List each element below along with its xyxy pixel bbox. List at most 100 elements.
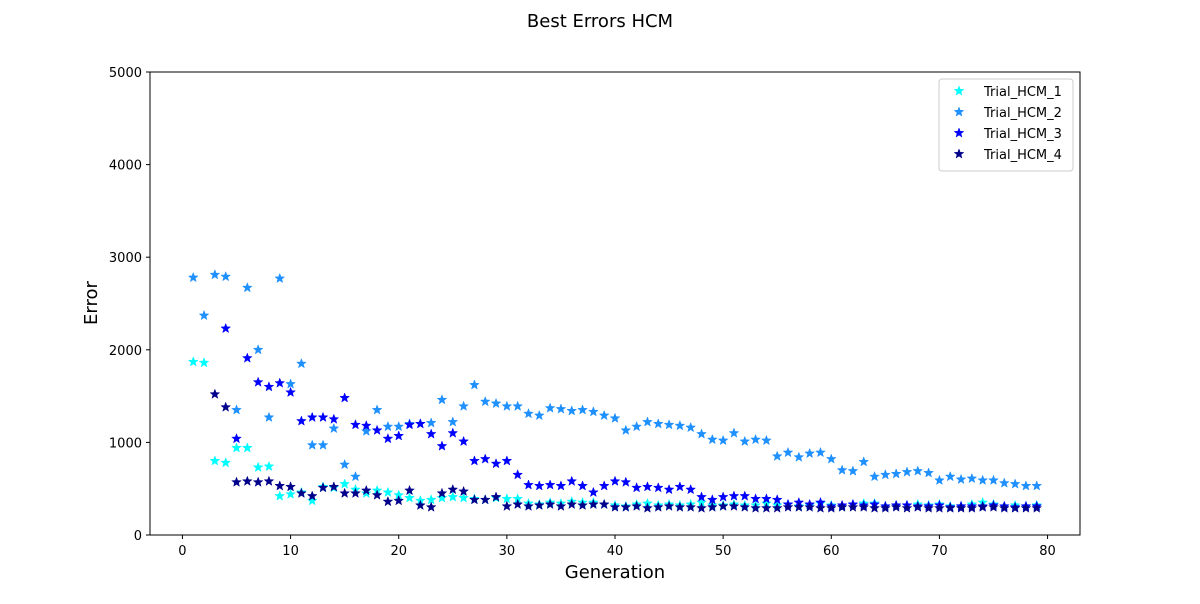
chart-title: Best Errors HCM (527, 11, 673, 32)
data-point (231, 442, 242, 453)
data-point (977, 501, 989, 512)
data-point (696, 491, 707, 502)
data-point (944, 502, 956, 513)
data-point (371, 489, 383, 500)
data-point (360, 425, 372, 436)
data-point (663, 419, 675, 430)
data-point (631, 500, 643, 511)
data-point (393, 495, 405, 506)
data-point (436, 492, 448, 503)
data-point (587, 486, 599, 498)
data-point (350, 419, 361, 430)
data-point (620, 501, 632, 512)
data-point (306, 411, 318, 423)
x-tick-label: 80 (1039, 544, 1056, 559)
data-point (642, 481, 653, 492)
y-tick-label: 4000 (109, 159, 142, 174)
data-point (933, 502, 945, 513)
data-point (447, 491, 459, 502)
data-point (533, 499, 545, 510)
data-point (371, 404, 383, 415)
data-point (241, 282, 253, 293)
data-point (890, 501, 902, 512)
data-point (501, 455, 513, 466)
data-point (274, 272, 286, 284)
data-point (685, 483, 697, 495)
data-point (328, 413, 340, 424)
data-point (966, 472, 978, 484)
data-point (566, 405, 578, 416)
data-point (750, 493, 762, 504)
data-point (1009, 502, 1021, 513)
data-point (295, 487, 307, 498)
data-point (436, 440, 448, 451)
data-point (966, 502, 978, 513)
data-point (317, 411, 329, 423)
data-point (220, 401, 232, 412)
data-point (555, 403, 567, 414)
data-point (598, 409, 610, 421)
data-point (209, 388, 221, 399)
data-point (804, 501, 816, 512)
legend: Trial_HCM_1 Trial_HCM_2 Trial_HCM_3 Trial_H… (938, 78, 1074, 172)
data-point (988, 474, 999, 485)
data-point (631, 420, 643, 432)
data-point (306, 439, 318, 450)
data-point (252, 376, 264, 387)
data-point (728, 490, 740, 501)
data-point (263, 381, 275, 392)
data-point (436, 487, 448, 498)
legend-box (938, 78, 1074, 172)
data-point (220, 457, 232, 468)
data-point (858, 456, 870, 467)
data-point (955, 502, 967, 513)
data-point (523, 500, 534, 511)
data-point (285, 378, 297, 389)
data-point (231, 476, 242, 487)
data-point (458, 400, 470, 411)
data-point (501, 400, 513, 411)
data-point (468, 379, 480, 390)
data-point (825, 453, 837, 464)
data-point (652, 501, 664, 512)
data-point (901, 466, 913, 477)
data-point (295, 415, 307, 426)
data-point (479, 453, 491, 464)
data-point (598, 498, 610, 510)
data-point (523, 479, 534, 490)
data-point (425, 501, 437, 512)
data-point (490, 457, 502, 469)
data-point (890, 468, 902, 479)
data-point (404, 492, 415, 503)
data-point (577, 404, 588, 415)
data-point (382, 495, 394, 507)
data-point (317, 482, 329, 493)
data-point (241, 352, 253, 363)
legend-label: Trial_HCM_1 (983, 85, 1062, 100)
data-point (285, 386, 297, 398)
data-point (393, 430, 405, 441)
data-point (879, 502, 891, 513)
data-point (988, 501, 999, 512)
data-point (663, 483, 675, 495)
data-point (706, 501, 718, 512)
legend-marker (953, 106, 965, 117)
data-point (760, 434, 772, 446)
data-point (750, 433, 762, 445)
axes: 0 10 20 30 40 50 60 70 80 0 1000 2000 3000 4000 5000 (109, 66, 1081, 559)
data-point (231, 432, 242, 444)
data-point (187, 356, 199, 367)
data-point (923, 502, 935, 513)
data-point (425, 417, 437, 428)
data-point (328, 422, 340, 434)
data-point (760, 493, 772, 504)
data-point (295, 357, 307, 369)
data-point (771, 502, 783, 513)
data-point (642, 502, 653, 513)
data-point (739, 490, 751, 501)
data-point (577, 480, 588, 491)
data-point (382, 486, 394, 498)
data-point (566, 475, 578, 486)
data-point (382, 432, 394, 444)
